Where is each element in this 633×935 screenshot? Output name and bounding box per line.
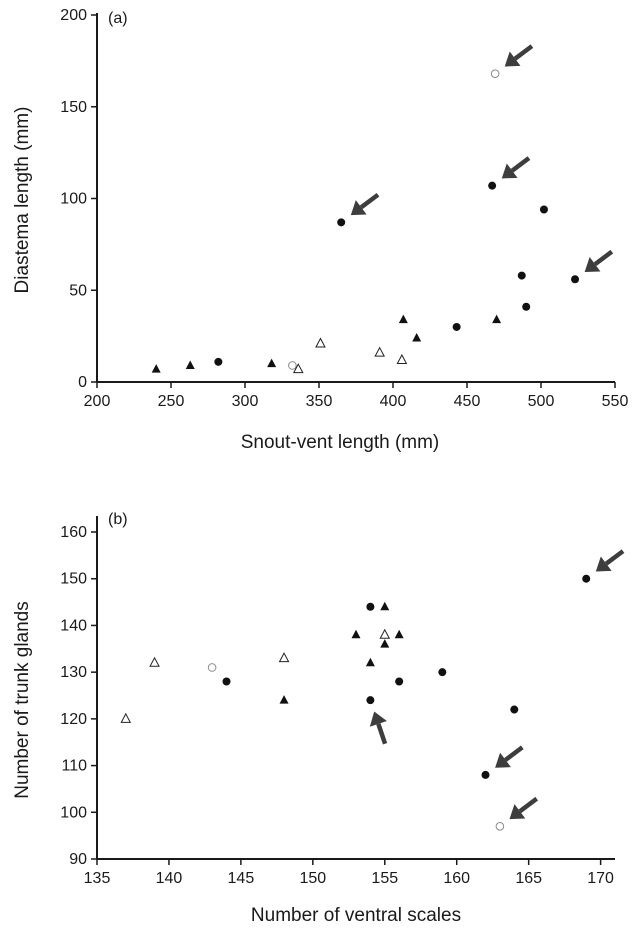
x-tick-label: 140: [156, 870, 183, 887]
x-tick-label: 450: [454, 393, 481, 410]
filled-triangle-point: [398, 314, 408, 324]
filled-circle-point: [582, 574, 591, 583]
panel-a-scatter: (a) Snout-vent length (mm) Diastema leng…: [12, 7, 628, 453]
filled-circle-point: [571, 275, 580, 284]
x-tick-label: 250: [158, 393, 185, 410]
pointer-arrow-shaft: [376, 723, 388, 745]
filled-circle-point: [222, 677, 231, 686]
x-tick-label: 400: [380, 393, 407, 410]
filled-circle-point: [517, 271, 526, 280]
filled-circle-point: [539, 205, 548, 214]
y-tick-label: 200: [60, 7, 87, 24]
panel-b-scatter: (b) Number of ventral scales Number of t…: [12, 511, 625, 926]
filled-triangle-point: [412, 332, 422, 342]
open-triangle-point: [149, 656, 160, 667]
open-triangle-point: [292, 363, 304, 374]
x-tick-label: 160: [443, 870, 470, 887]
filled-circle-point: [522, 302, 531, 311]
filled-triangle-point: [394, 629, 404, 639]
panel-b-y-axis-title: Number of trunk glands: [12, 601, 33, 799]
y-tick-label: 100: [60, 804, 87, 821]
open-triangle-point: [374, 346, 386, 357]
open-circle-point: [490, 69, 500, 79]
y-tick-label: 0: [78, 374, 87, 391]
y-tick-label: 160: [60, 524, 87, 541]
pointer-arrow-head: [350, 200, 367, 216]
x-tick-label: 350: [306, 393, 333, 410]
filled-triangle-point: [267, 358, 277, 368]
open-circle-point: [288, 361, 297, 370]
filled-circle-point: [366, 602, 375, 611]
x-tick-label: 150: [299, 870, 326, 887]
filled-circle-point: [481, 770, 490, 779]
pointer-arrow-head: [595, 556, 612, 572]
filled-triangle-point: [380, 601, 390, 611]
pointer-arrow-shaft: [504, 745, 524, 762]
pointer-arrow-shaft: [359, 192, 380, 210]
filled-circle-point: [438, 668, 447, 677]
pointer-arrow-head: [501, 163, 518, 179]
filled-triangle-point: [365, 657, 375, 667]
open-triangle-point: [315, 337, 326, 348]
x-tick-label: 145: [228, 870, 255, 887]
panel-a-y-axis-title: Diastema length (mm): [12, 107, 33, 294]
y-tick-label: 150: [60, 571, 87, 588]
y-tick-label: 90: [69, 851, 87, 868]
open-triangle-point: [278, 652, 290, 663]
filled-circle-point: [337, 218, 346, 227]
pointer-arrow-head: [495, 752, 511, 768]
x-tick-label: 135: [84, 870, 111, 887]
pointer-arrow-shaft: [593, 249, 614, 267]
filled-triangle-point: [492, 314, 502, 324]
x-tick-label: 550: [602, 393, 629, 410]
y-tick-label: 50: [69, 282, 87, 299]
open-triangle-point: [379, 628, 391, 639]
x-tick-label: 155: [371, 870, 398, 887]
x-tick-label: 165: [515, 870, 542, 887]
y-tick-label: 100: [60, 191, 87, 208]
pointer-arrow-shaft: [518, 796, 539, 814]
filled-circle-point: [214, 357, 223, 366]
x-tick-label: 170: [587, 870, 614, 887]
pointer-arrow-head: [509, 804, 526, 820]
filled-triangle-point: [151, 364, 161, 373]
filled-circle-point: [395, 677, 404, 686]
pointer-arrow-head: [584, 257, 601, 273]
panel-b-label: (b): [108, 511, 128, 528]
open-circle-point: [495, 822, 505, 831]
open-circle-point: [207, 663, 217, 672]
y-tick-label: 140: [60, 617, 87, 634]
y-tick-label: 150: [60, 99, 87, 116]
filled-triangle-point: [351, 629, 361, 639]
pointer-arrow-head: [504, 51, 521, 67]
filled-triangle-point: [185, 360, 195, 369]
y-tick-label: 130: [60, 664, 87, 681]
y-tick-label: 120: [60, 711, 87, 728]
open-triangle-point: [396, 353, 408, 364]
panel-a-label: (a): [108, 10, 128, 27]
open-triangle-point: [120, 712, 132, 723]
x-tick-label: 200: [84, 393, 111, 410]
y-tick-label: 110: [61, 758, 87, 775]
filled-circle-point: [366, 696, 375, 705]
x-tick-label: 500: [528, 393, 555, 410]
pointer-arrow-head: [369, 711, 387, 727]
pointer-arrow-shaft: [510, 156, 531, 173]
filled-triangle-point: [380, 639, 390, 648]
filled-circle-point: [452, 322, 461, 331]
panel-b-x-axis-title: Number of ventral scales: [251, 905, 461, 926]
panel-a-x-axis-title: Snout-vent length (mm): [241, 432, 440, 453]
pointer-arrow-shaft: [604, 549, 625, 566]
filled-circle-point: [510, 705, 519, 714]
x-tick-label: 300: [232, 393, 259, 410]
filled-triangle-point: [279, 695, 289, 704]
pointer-arrow-shaft: [513, 44, 534, 61]
filled-circle-point: [488, 181, 497, 190]
